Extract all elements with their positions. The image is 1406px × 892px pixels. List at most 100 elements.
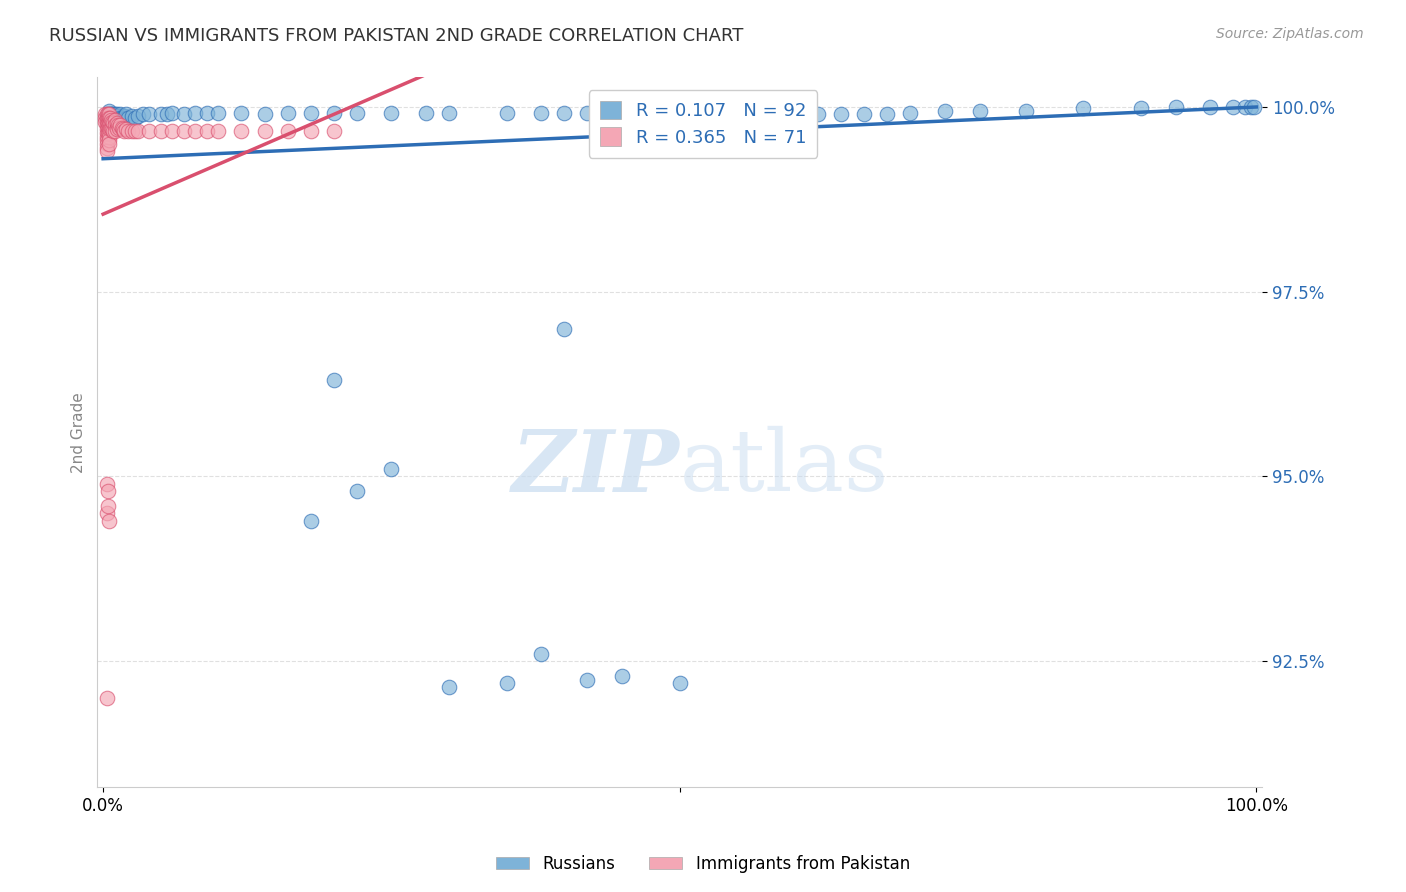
Point — [108, 111, 131, 125]
Point — [97, 107, 120, 121]
Point — [207, 106, 229, 120]
Text: atlas: atlas — [679, 426, 889, 509]
Point — [97, 111, 120, 125]
Point — [173, 107, 195, 121]
Point — [830, 107, 852, 121]
Point — [599, 106, 621, 120]
Point — [97, 126, 120, 140]
Point — [437, 106, 460, 120]
Point — [115, 107, 138, 121]
Point — [346, 484, 368, 499]
Point — [322, 106, 344, 120]
Point — [97, 129, 120, 144]
Point — [97, 107, 120, 121]
Point — [1164, 100, 1187, 114]
Point — [692, 107, 714, 121]
Point — [97, 484, 120, 499]
Point — [94, 107, 117, 121]
Point — [97, 136, 120, 151]
Point — [96, 107, 118, 121]
Point — [162, 106, 184, 120]
Point — [104, 113, 127, 128]
Point — [96, 145, 118, 159]
Point — [1199, 100, 1222, 114]
Point — [1129, 102, 1152, 116]
Point — [155, 107, 177, 121]
Point — [96, 111, 118, 125]
Point — [110, 111, 132, 125]
Point — [530, 647, 553, 661]
Point — [104, 111, 127, 125]
Point — [115, 111, 138, 125]
Point — [97, 122, 120, 136]
Point — [97, 126, 120, 140]
Point — [100, 115, 122, 129]
Point — [117, 111, 139, 125]
Point — [761, 107, 783, 121]
Text: Source: ZipAtlas.com: Source: ZipAtlas.com — [1216, 27, 1364, 41]
Point — [1071, 102, 1094, 116]
Point — [111, 122, 134, 136]
Point — [195, 106, 218, 120]
Point — [969, 103, 991, 118]
Point — [107, 119, 129, 133]
Point — [380, 462, 402, 476]
Point — [97, 120, 120, 135]
Point — [96, 507, 118, 521]
Point — [576, 673, 599, 687]
Point — [97, 116, 120, 130]
Legend: R = 0.107   N = 92, R = 0.365   N = 71: R = 0.107 N = 92, R = 0.365 N = 71 — [589, 90, 817, 158]
Point — [132, 107, 155, 121]
Point — [299, 123, 322, 137]
Point — [195, 123, 218, 137]
Point — [668, 676, 690, 690]
Point — [253, 123, 276, 137]
Point — [104, 123, 127, 137]
Point — [530, 106, 553, 120]
Point — [97, 103, 120, 118]
Point — [105, 111, 128, 125]
Point — [299, 106, 322, 120]
Point — [96, 133, 118, 147]
Point — [277, 106, 299, 120]
Point — [110, 120, 132, 135]
Point — [97, 115, 120, 129]
Point — [322, 373, 344, 387]
Point — [346, 106, 368, 120]
Point — [96, 119, 118, 133]
Point — [101, 115, 124, 129]
Point — [725, 107, 748, 121]
Point — [184, 123, 207, 137]
Point — [110, 107, 132, 121]
Point — [121, 123, 143, 137]
Point — [610, 669, 633, 683]
Point — [98, 107, 121, 121]
Point — [149, 123, 172, 137]
Point — [103, 111, 125, 125]
Point — [96, 136, 118, 151]
Point — [100, 107, 122, 121]
Point — [110, 111, 132, 125]
Point — [553, 106, 575, 120]
Point — [783, 107, 806, 121]
Point — [96, 691, 118, 706]
Point — [101, 122, 124, 136]
Point — [96, 111, 118, 125]
Point — [115, 122, 138, 136]
Point — [98, 111, 121, 125]
Point — [105, 122, 128, 136]
Point — [97, 499, 120, 513]
Point — [101, 115, 124, 129]
Point — [110, 113, 132, 128]
Point — [104, 116, 127, 130]
Point — [495, 106, 517, 120]
Point — [101, 111, 124, 125]
Point — [96, 129, 118, 144]
Point — [96, 122, 118, 136]
Point — [124, 111, 146, 125]
Point — [110, 119, 132, 133]
Point — [1239, 100, 1261, 114]
Point — [853, 107, 876, 121]
Point — [114, 109, 136, 123]
Point — [100, 120, 122, 135]
